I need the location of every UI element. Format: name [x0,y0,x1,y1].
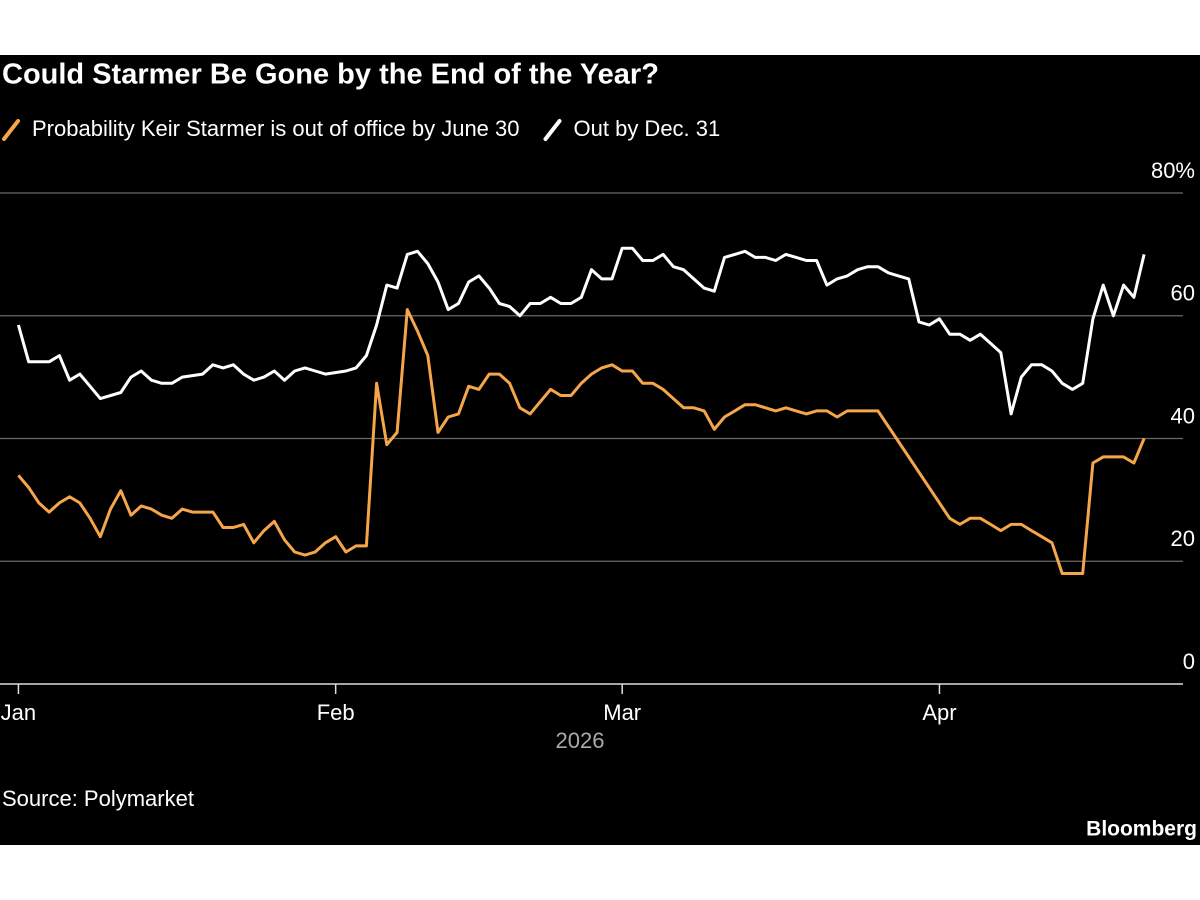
y-tick-label: 60 [1171,281,1195,306]
x-axis-label: 2026 [556,728,605,753]
legend-label: Out by Dec. 31 [574,116,721,141]
legend-label: Probability Keir Starmer is out of offic… [32,116,520,141]
legend-swatch [543,119,562,141]
y-tick-label: 20 [1171,526,1195,551]
background [0,55,1200,845]
y-tick-label: 0 [1183,649,1195,674]
x-tick-label: Apr [922,700,956,725]
x-tick-label: Feb [317,700,355,725]
x-tick-label: Jan [1,700,36,725]
chart-title: Could Starmer Be Gone by the End of the … [2,59,659,91]
credit: Bloomberg [1086,818,1197,841]
series-line [16,246,1146,416]
x-tick-label: Mar [603,700,641,725]
y-tick-label: 80% [1151,158,1195,183]
legend-swatch [2,119,20,141]
source: Source: Polymarket [2,786,194,811]
series-line [17,308,1146,575]
y-tick-label: 40 [1171,403,1195,428]
